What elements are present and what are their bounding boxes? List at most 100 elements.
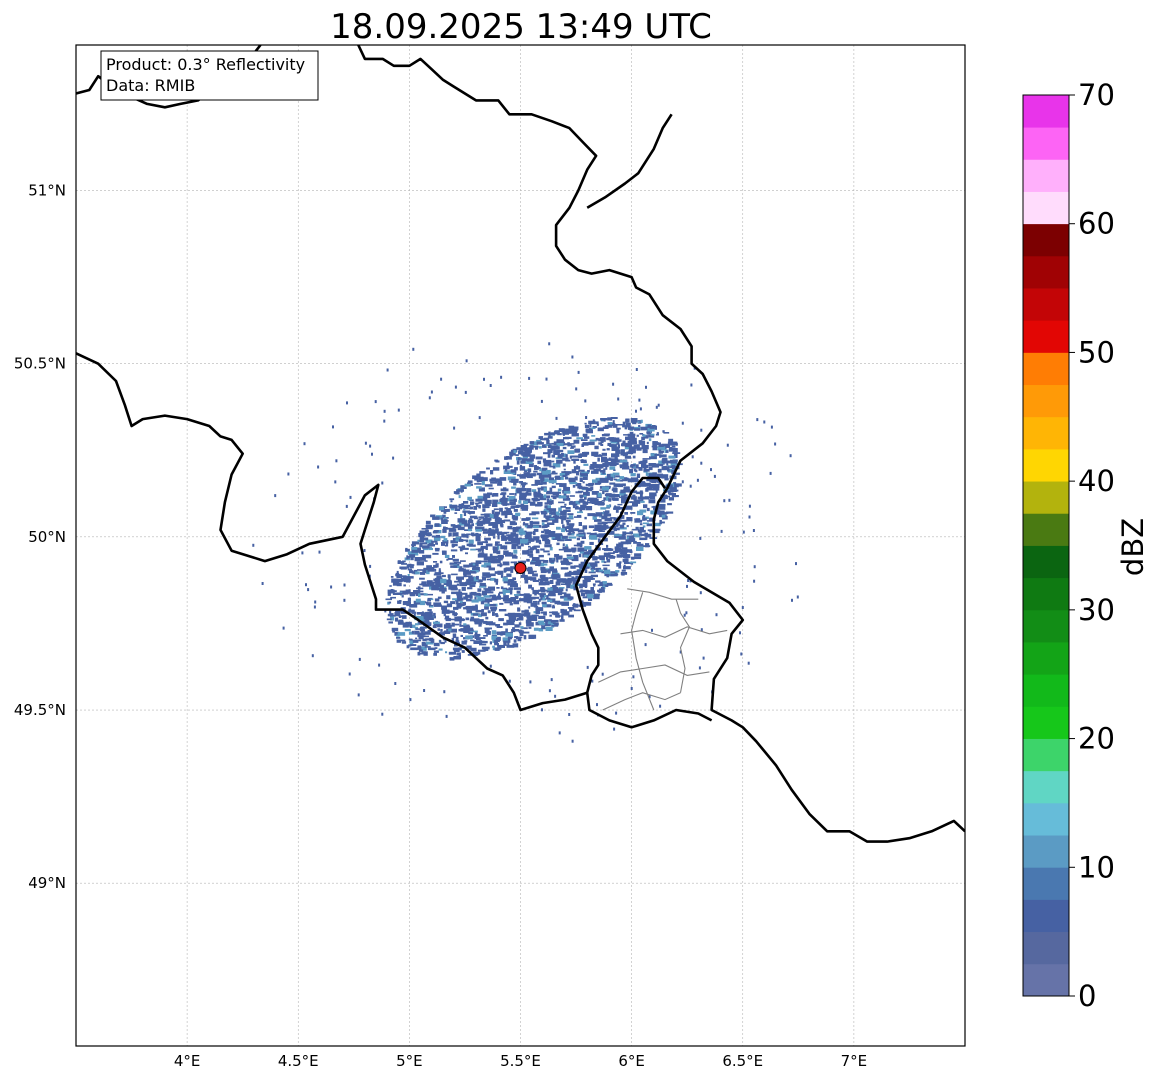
echo-cell: [449, 657, 455, 661]
echo-cell: [663, 512, 669, 515]
echo-cell: [411, 541, 419, 545]
echo-cell: [448, 651, 456, 655]
echo-cell: [461, 520, 468, 524]
echo-cell: [726, 443, 729, 447]
region-boundary: [598, 664, 710, 683]
echo-cell: [540, 588, 546, 593]
echo-cell: [572, 531, 575, 534]
echo-cell: [513, 600, 520, 605]
echo-cell: [679, 650, 682, 654]
echo-cell: [412, 639, 419, 643]
echo-cell: [591, 435, 596, 437]
echo-cell: [515, 533, 518, 539]
echo-cell: [506, 588, 513, 591]
echo-cell: [674, 472, 680, 475]
echo-cell: [527, 447, 534, 450]
echo-cell: [470, 581, 476, 585]
echo-cell: [476, 537, 481, 542]
echo-cell: [513, 450, 517, 454]
echo-cell: [580, 461, 587, 463]
colorbar-segment: [1023, 706, 1069, 739]
echo-cell: [563, 443, 569, 446]
echo-cell: [545, 570, 550, 573]
echo-cell: [429, 606, 434, 608]
echo-cell: [540, 595, 543, 600]
echo-cell: [473, 506, 478, 510]
echo-cell: [589, 439, 597, 442]
echo-cell: [673, 453, 678, 458]
echo-cell: [511, 540, 518, 543]
echo-cell: [439, 560, 443, 564]
echo-cell: [486, 494, 491, 499]
echo-cell: [396, 636, 401, 639]
echo-cell: [548, 509, 552, 512]
echo-cell: [537, 488, 541, 494]
echo-cell: [627, 540, 632, 545]
echo-cell: [615, 711, 618, 715]
echo-cell: [494, 544, 502, 546]
echo-cell: [519, 632, 524, 636]
echo-cell: [563, 471, 572, 474]
echo-cell: [514, 594, 520, 596]
echo-cell: [456, 583, 460, 586]
echo-cell: [461, 503, 465, 507]
echo-cell: [494, 578, 499, 583]
echo-cell: [558, 501, 565, 504]
echo-cell: [630, 448, 636, 453]
echo-cell: [601, 515, 608, 520]
colorbar-segment: [1023, 95, 1069, 128]
echo-cell: [565, 588, 568, 592]
echo-cell: [634, 553, 642, 557]
echo-cell: [562, 543, 565, 547]
echo-cell: [582, 487, 588, 490]
echo-cell: [524, 594, 528, 599]
echo-cell: [440, 578, 447, 584]
echo-cell: [516, 447, 522, 450]
echo-cell: [517, 607, 521, 612]
echo-cell: [582, 433, 588, 437]
echo-cell: [565, 544, 568, 548]
lon-tick-label: 5.5°E: [500, 1052, 541, 1070]
echo-cell: [411, 549, 419, 553]
echo-cell: [517, 545, 522, 549]
echo-cell: [600, 443, 604, 446]
echo-cell: [528, 548, 534, 551]
echo-cell: [421, 646, 427, 651]
echo-cell: [665, 511, 674, 514]
echo-cell: [569, 482, 578, 485]
echo-cell: [654, 483, 660, 488]
echo-cell: [455, 636, 459, 641]
echo-cell: [474, 596, 477, 601]
echo-cell: [622, 440, 626, 444]
echo-cell: [407, 574, 410, 578]
echo-cell: [489, 594, 495, 597]
echo-cell: [396, 574, 403, 578]
echo-cell: [659, 454, 667, 458]
echo-cell: [392, 456, 395, 460]
echo-cell: [538, 554, 544, 558]
echo-cell: [443, 600, 449, 604]
echo-cell: [472, 651, 481, 655]
echo-cell: [492, 517, 501, 519]
echo-cell: [495, 637, 500, 643]
echo-cell: [509, 603, 513, 606]
echo-cell: [518, 622, 522, 626]
echo-cell: [528, 635, 535, 639]
echo-cell: [419, 577, 425, 580]
echo-cell: [569, 495, 575, 497]
echo-cell: [488, 622, 496, 626]
echo-cell: [477, 519, 480, 523]
echo-cell: [505, 628, 508, 633]
echo-cell: [633, 533, 641, 538]
echo-cell: [479, 643, 487, 646]
echo-cell: [600, 507, 607, 510]
map-panel[interactable]: 4°E 4.5°E 5°E 5.5°E 6°E 6.5°E 7°E 49°N49.5°N50…: [14, 44, 966, 1070]
echo-cell: [700, 428, 703, 432]
echo-cell: [592, 492, 598, 495]
echo-cell: [562, 498, 571, 501]
echo-cell: [526, 622, 534, 627]
echo-cell: [531, 521, 540, 525]
echo-cell: [405, 547, 408, 551]
echo-cell: [636, 491, 644, 495]
echo-cell: [477, 548, 482, 552]
